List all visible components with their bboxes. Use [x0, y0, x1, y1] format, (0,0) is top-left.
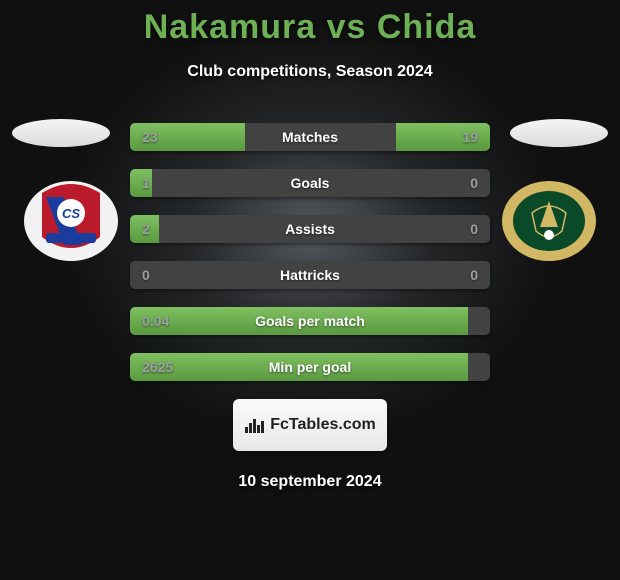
- content: Nakamura vs Chida Club competitions, Sea…: [0, 0, 620, 491]
- page-title: Nakamura vs Chida: [0, 0, 620, 47]
- right-ellipse: [510, 119, 608, 147]
- footer-logo-box: FcTables.com: [233, 399, 387, 451]
- footer-text: FcTables.com: [270, 416, 376, 434]
- right-team-badge: [500, 179, 598, 263]
- consadole-badge-icon: CS: [22, 179, 120, 263]
- footer-brand: FcTables.com: [244, 415, 376, 435]
- left-ellipse: [12, 119, 110, 147]
- stat-row: 20Assists: [130, 215, 490, 243]
- stat-label: Matches: [130, 123, 490, 151]
- stat-rows: 2319Matches 10Goals 20Assists 00Hattricks 0.…: [130, 123, 490, 381]
- date-text: 10 september 2024: [0, 473, 620, 491]
- stat-row: 2319Matches: [130, 123, 490, 151]
- stat-label: Hattricks: [130, 261, 490, 289]
- verdy-badge-icon: [500, 179, 598, 263]
- stat-row: 2625Min per goal: [130, 353, 490, 381]
- stat-label: Goals: [130, 169, 490, 197]
- stat-label: Assists: [130, 215, 490, 243]
- left-badge-text: CS: [62, 206, 80, 221]
- stat-row: 10Goals: [130, 169, 490, 197]
- stat-row: 0.04Goals per match: [130, 307, 490, 335]
- stat-label: Goals per match: [130, 307, 490, 335]
- stat-label: Min per goal: [130, 353, 490, 381]
- stats-area: CS 2319Matches 10Goals 20Assists 00Hattrick…: [0, 123, 620, 381]
- left-team-badge: CS: [22, 179, 120, 263]
- bars-icon: [244, 415, 266, 435]
- stat-row: 00Hattricks: [130, 261, 490, 289]
- subtitle: Club competitions, Season 2024: [0, 63, 620, 81]
